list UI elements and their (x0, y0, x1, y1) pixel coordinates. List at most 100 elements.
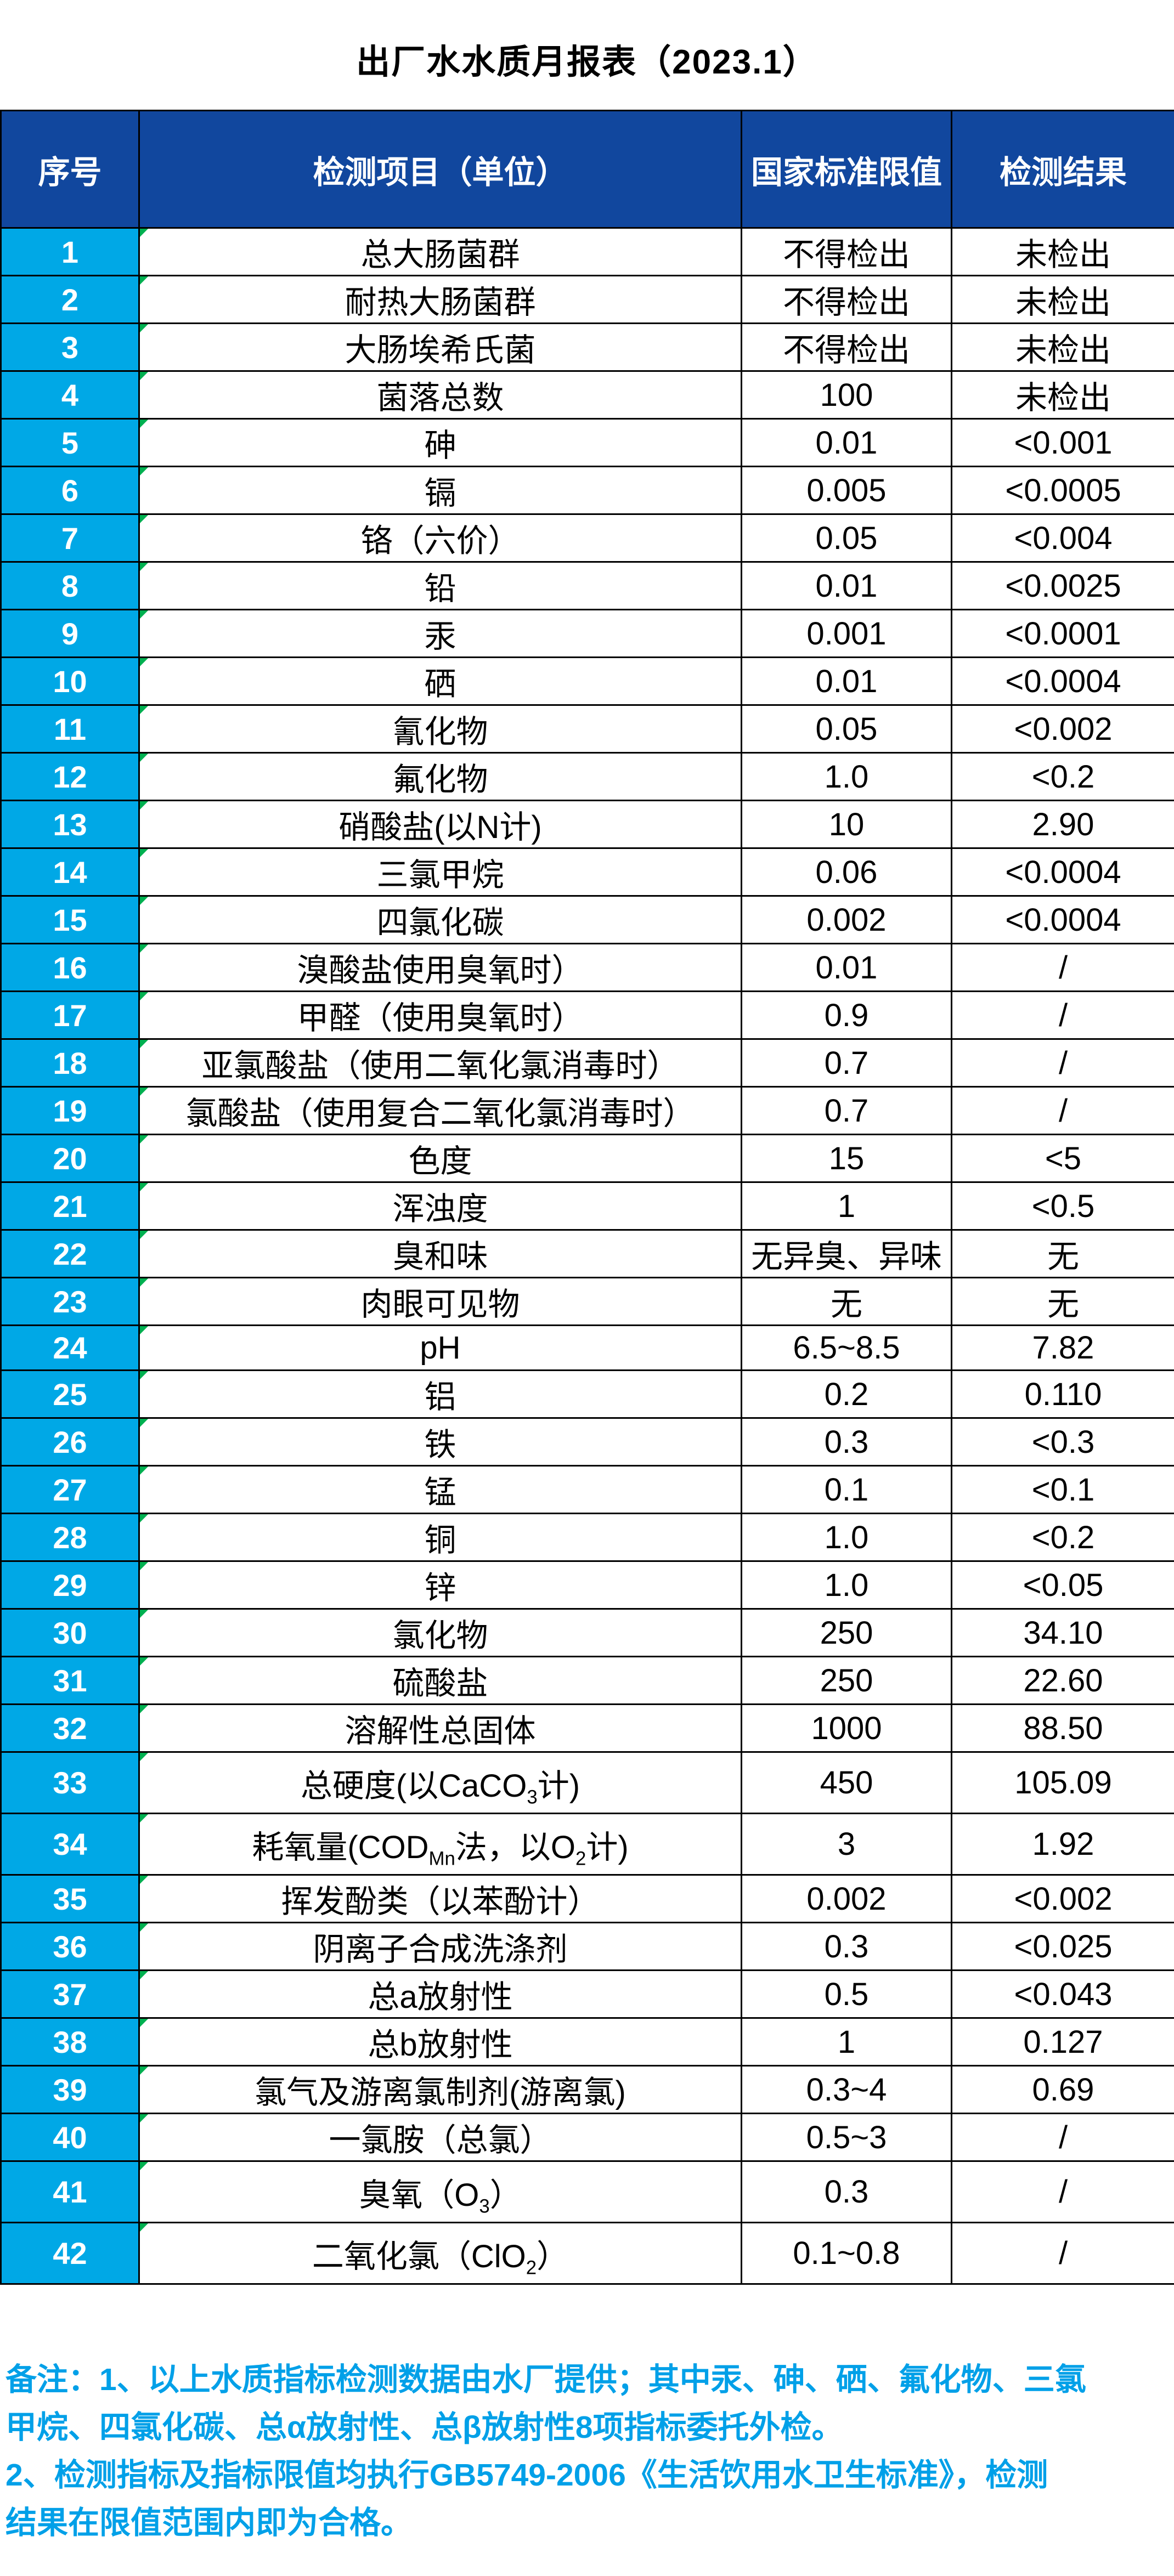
row-number-cell: 17 (0, 990, 140, 1040)
limit-cell: 0.005 (741, 466, 952, 515)
column-header-index: 序号 (0, 110, 140, 229)
result-cell: <0.004 (951, 513, 1174, 563)
notes: 备注：1、以上水质指标检测数据由水厂提供；其中汞、砷、硒、氟化物、三氯 甲烷、四… (5, 2356, 1086, 2547)
excel-flag-icon (140, 945, 148, 953)
excel-flag-icon (140, 1972, 148, 1979)
limit-cell: 0.3~4 (741, 2065, 952, 2114)
result-cell: 105.09 (951, 1751, 1174, 1814)
row-number-cell: 7 (0, 513, 140, 563)
row-number-cell: 11 (0, 704, 140, 754)
table-row: 19 氯酸盐（使用复合二氧化氯消毒时） 0.7/ (0, 1086, 1174, 1135)
row-number-cell: 16 (0, 943, 140, 992)
result-cell: 0.127 (951, 2017, 1174, 2067)
item-cell: 挥发酚类（以苯酚计） (138, 1874, 742, 1923)
table-row: 14 三氯甲烷 0.06 <0.0004 (0, 847, 1174, 897)
result-cell: <0.0005 (951, 466, 1174, 515)
item-cell: 锰 (138, 1465, 742, 1514)
limit-cell: 不得检出 (741, 275, 952, 324)
item-label: 耐热大肠菌群 (345, 285, 536, 320)
row-number-cell: 14 (0, 847, 140, 897)
excel-flag-icon (140, 1658, 148, 1666)
excel-flag-icon (140, 372, 148, 380)
item-label: 甲醛（使用臭氧时） (297, 1000, 584, 1036)
item-cell: 四氯化碳 (138, 895, 742, 944)
item-cell: 耐热大肠菌群 (138, 275, 742, 324)
excel-flag-icon (140, 611, 148, 619)
item-cell: 阴离子合成洗涤剂 (138, 1922, 742, 1971)
table-row: 3 大肠埃希氏菌 不得检出 未检出 (0, 322, 1174, 372)
excel-flag-icon (140, 1562, 148, 1570)
item-label: 总大肠菌群 (360, 237, 520, 273)
result-cell: 未检出 (951, 227, 1174, 276)
table-body: 1 总大肠菌群 不得检出 未检出 2 耐热大肠菌群 不得检出 未检出 3 大肠埃希氏菌 不得检出 未检… (0, 227, 1174, 2285)
table-row: 13 硝酸盐(以N计) 10 2.90 (0, 800, 1174, 849)
item-cell: 铁 (138, 1417, 742, 1467)
limit-cell: 0.2 (741, 1369, 952, 1419)
limit-cell: 0.01 (741, 656, 952, 706)
limit-cell: 0.1 (741, 1465, 952, 1514)
result-cell: 未检出 (951, 322, 1174, 372)
limit-cell: 1.0 (741, 1513, 952, 1562)
table-row: 11 氰化物 0.05 <0.002 (0, 704, 1174, 754)
excel-flag-icon (140, 1419, 148, 1427)
item-label: pH (420, 1330, 461, 1366)
row-number-cell: 27 (0, 1465, 140, 1514)
row-number-cell: 33 (0, 1751, 140, 1814)
table-row: 36 阴离子合成洗涤剂 0.3 <0.025 (0, 1922, 1174, 1971)
notes-line: 备注：1、以上水质指标检测数据由水厂提供；其中汞、砷、硒、氟化物、三氯 (5, 2362, 1086, 2397)
limit-cell: 1 (741, 2017, 952, 2067)
excel-flag-icon (140, 1815, 148, 1822)
row-number-cell: 1 (0, 227, 140, 276)
item-cell: 铜 (138, 1513, 742, 1562)
notes-line: 甲烷、四氯化碳、总α放射性、总β放射性8项指标委托外检。 (5, 2410, 843, 2445)
result-cell: <0.3 (951, 1417, 1174, 1467)
item-label: 挥发酚类（以苯酚计） (281, 1884, 600, 1920)
result-cell: <0.05 (951, 1560, 1174, 1610)
table-row: 2 耐热大肠菌群 不得检出 未检出 (0, 275, 1174, 324)
row-number-cell: 28 (0, 1513, 140, 1562)
item-cell: 硫酸盐 (138, 1656, 742, 1705)
table-row: 8 铅 0.01 <0.0025 (0, 561, 1174, 610)
item-cell: 溶解性总固体 (138, 1703, 742, 1753)
limit-cell: 0.3 (741, 1922, 952, 1971)
report-title: 出厂水水质月报表（2023.1） (356, 43, 818, 81)
result-cell: / (951, 1086, 1174, 1135)
table-row: 24 pH 6.5~8.5 7.82 (0, 1324, 1174, 1371)
item-cell: 臭氧（O3） (138, 2160, 742, 2223)
limit-cell: 0.05 (741, 704, 952, 754)
limit-cell: 15 (741, 1134, 952, 1183)
excel-flag-icon (140, 802, 148, 809)
row-number-cell: 13 (0, 800, 140, 849)
excel-flag-icon (140, 2115, 148, 2122)
excel-flag-icon (140, 1876, 148, 1884)
table-row: 32 溶解性总固体 1000 88.50 (0, 1703, 1174, 1753)
table-row: 33 总硬度(以CaCO3计) 450 105.09 (0, 1751, 1174, 1814)
excel-flag-icon (140, 1231, 148, 1239)
result-cell: / (951, 2113, 1174, 2162)
row-number-cell: 12 (0, 752, 140, 801)
item-cell: 溴酸盐使用臭氧时） (138, 943, 742, 992)
limit-cell: 0.05 (741, 513, 952, 563)
item-label: 菌落总数 (376, 380, 504, 416)
item-label: 三氯甲烷 (376, 857, 504, 893)
excel-flag-icon (140, 1279, 148, 1287)
notes-line: 2、检测指标及指标限值均执行GB5749-2006《生活饮用水卫生标准》，检测 (5, 2458, 1048, 2493)
table-row: 34 耗氧量(CODMn法，以O2计) 3 1.92 (0, 1813, 1174, 1876)
item-cell: 铬（六价） (138, 513, 742, 563)
item-label: 四氯化碳 (376, 905, 504, 941)
excel-flag-icon (140, 1136, 148, 1143)
item-cell: 菌落总数 (138, 370, 742, 420)
limit-cell: 1 (741, 1181, 952, 1231)
header-row: 序号 检测项目（单位） 国家标准限值 检测结果 (0, 110, 1174, 229)
item-label: 铝 (424, 1379, 456, 1415)
row-number-cell: 34 (0, 1813, 140, 1876)
result-cell: <0.0004 (951, 656, 1174, 706)
item-label: 氰化物 (392, 714, 488, 750)
item-cell: 砷 (138, 418, 742, 467)
item-label: 溴酸盐使用臭氧时） (297, 953, 584, 988)
item-label: 耗氧量(CODMn法，以O2计) (252, 1829, 629, 1870)
result-cell: <0.002 (951, 704, 1174, 754)
excel-flag-icon (140, 1467, 148, 1475)
result-cell: <5 (951, 1134, 1174, 1183)
